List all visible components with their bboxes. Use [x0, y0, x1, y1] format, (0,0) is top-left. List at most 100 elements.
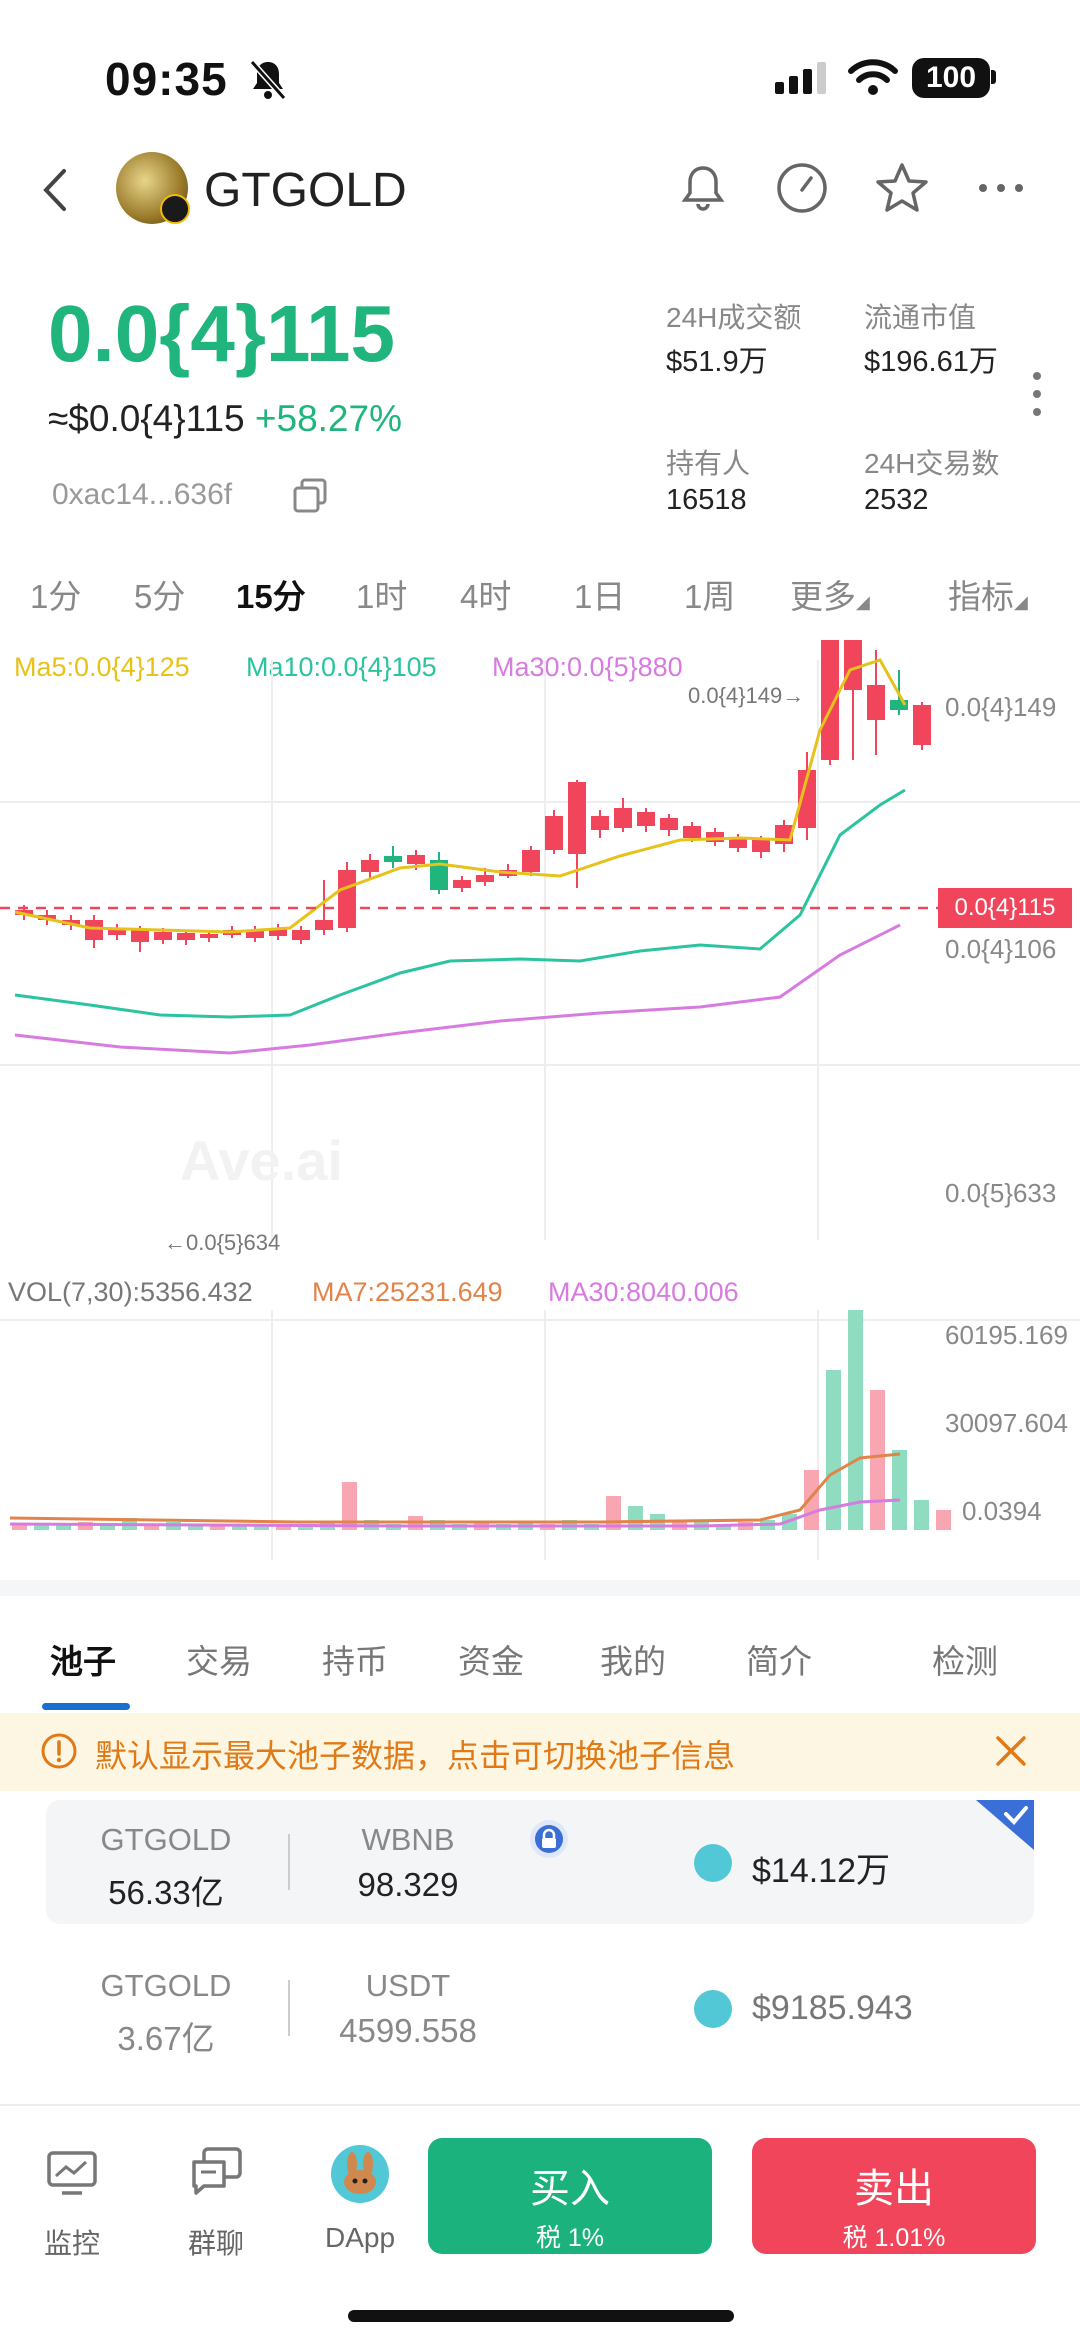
indicator-menu[interactable]: 指标◢: [948, 578, 1028, 615]
vol-ma7-legend: MA7:25231.649: [312, 1277, 503, 1307]
price-usd-change: ≈$0.0{4}115 +58.27%: [48, 398, 402, 440]
usd-price: ≈$0.0{4}115: [48, 398, 245, 439]
sell-button[interactable]: 卖出 税 1.01%: [752, 2138, 1036, 2254]
lock-icon: [530, 1820, 568, 1858]
tab-funds[interactable]: 资金: [458, 1643, 524, 1680]
pool-quote-amount: 4599.558: [339, 2012, 477, 2049]
timeframe-1m[interactable]: 1分: [30, 578, 82, 615]
timeframe-1d[interactable]: 1日: [574, 578, 626, 615]
candle: [660, 818, 678, 830]
buy-tax: 税 1%: [535, 2224, 605, 2252]
volume-bar: [870, 1390, 885, 1530]
star-favorite-icon[interactable]: [874, 160, 930, 216]
candle: [706, 832, 724, 842]
nav-group-label[interactable]: 群聊: [187, 2228, 244, 2259]
volume-chart[interactable]: [0, 1310, 1080, 1560]
timeframe-1w[interactable]: 1周: [684, 578, 736, 615]
tab-pools[interactable]: 池子: [50, 1643, 116, 1680]
watermark-logo: Ave.ai: [180, 1129, 343, 1192]
pool-liquidity-usd: $14.12万: [752, 1852, 890, 1890]
volume-bar: [826, 1370, 841, 1530]
legend-ma5: Ma5:0.0{4}125: [14, 652, 190, 682]
close-icon[interactable]: [994, 1734, 1028, 1768]
candle: [407, 855, 425, 864]
pool-token-amount: 3.67亿: [117, 2020, 215, 2057]
timeframe-15m[interactable]: 15分: [236, 578, 306, 615]
candle: [683, 826, 701, 838]
tab-check[interactable]: 检测: [932, 1643, 998, 1680]
dapp-bunny-icon[interactable]: [330, 2144, 390, 2204]
tab-holders[interactable]: 持币: [322, 1643, 388, 1680]
vol-axis-top: 60195.169: [945, 1320, 1068, 1350]
stat-holders-value: 16518: [666, 484, 747, 516]
more-options-icon[interactable]: [975, 160, 1027, 216]
monitor-icon[interactable]: [46, 2150, 98, 2196]
candle: [177, 933, 195, 940]
tab-trades[interactable]: 交易: [186, 1643, 252, 1680]
timeframe-4h[interactable]: 4时: [460, 578, 512, 615]
volume-bar: [210, 1526, 225, 1530]
pancakeswap-icon: [694, 1844, 732, 1882]
buy-button[interactable]: 买入 税 1%: [428, 2138, 712, 2254]
gauge-icon[interactable]: [774, 160, 830, 216]
volume-bar: [628, 1506, 643, 1530]
group-chat-icon[interactable]: [190, 2146, 244, 2198]
candle: [614, 808, 632, 828]
vol-axis-low: 0.0394: [962, 1496, 1042, 1526]
tab-intro[interactable]: 简介: [746, 1643, 812, 1680]
low-marker: ←0.0{5}634: [164, 1230, 281, 1255]
timeframe-5m[interactable]: 5分: [134, 578, 186, 615]
volume-bar: [188, 1524, 203, 1530]
volume-bar: [78, 1522, 93, 1530]
current-price-tag: 0.0{4}115: [938, 888, 1072, 928]
legend-ma10: Ma10:0.0{4}105: [246, 652, 437, 682]
candle: [522, 850, 540, 872]
pool-row-selected[interactable]: [46, 1800, 1034, 1924]
back-chevron-icon[interactable]: [40, 165, 70, 215]
battery-indicator: 100: [912, 58, 990, 98]
bell-icon[interactable]: [676, 160, 730, 214]
section-divider: [0, 1580, 1080, 1596]
pool-divider: [288, 1834, 290, 1890]
y-axis-mid: 0.0{4}106: [945, 934, 1057, 964]
vol-legend: VOL(7,30):5356.432: [8, 1277, 253, 1307]
candle: [246, 930, 264, 938]
volume-bar: [12, 1524, 27, 1530]
candle: [798, 770, 816, 828]
notice-text: 默认显示最大池子数据，点击可切换池子信息: [95, 1738, 736, 1774]
current-price: 0.0{4}115: [48, 289, 396, 378]
pancakeswap-icon: [694, 1990, 732, 2028]
nav-monitor-label[interactable]: 监控: [43, 2228, 100, 2259]
volume-bar: [56, 1525, 71, 1530]
candle: [430, 860, 448, 890]
nav-divider: [0, 2104, 1080, 2106]
candle: [269, 928, 287, 936]
timeframe-more[interactable]: 更多◢: [790, 578, 870, 615]
notice-banner[interactable]: [0, 1713, 1080, 1791]
stat-tx-label: 24H交易数: [864, 448, 1000, 479]
nav-dapp-label[interactable]: DApp: [324, 2222, 396, 2253]
volume-bar: [892, 1450, 907, 1530]
stat-volume-value: $51.9万: [666, 346, 768, 378]
candle: [315, 920, 333, 930]
volume-bar: [848, 1310, 863, 1530]
candle: [545, 816, 563, 850]
bell-muted-icon: [249, 60, 287, 100]
candle: [729, 838, 747, 848]
candlestick-chart[interactable]: Ave.ai: [0, 640, 1080, 1240]
copy-icon[interactable]: [292, 478, 328, 514]
more-vertical-icon[interactable]: [1030, 370, 1044, 420]
tab-mine[interactable]: 我的: [600, 1643, 666, 1680]
cellular-signal-icon: [775, 62, 826, 94]
volume-bar: [34, 1525, 49, 1530]
y-axis-low: 0.0{5}633: [945, 1178, 1057, 1208]
candle: [108, 928, 126, 935]
stat-tx-value: 2532: [864, 484, 929, 516]
pool-token-name: GTGOLD: [100, 1968, 232, 2003]
stat-holders-label: 持有人: [666, 448, 751, 479]
timeframe-1h[interactable]: 1时: [356, 578, 408, 615]
selected-check-icon: [976, 1800, 1034, 1850]
volume-bar: [342, 1482, 357, 1530]
battery-tip: [991, 70, 996, 84]
sell-tax: 税 1.01%: [842, 2224, 946, 2252]
